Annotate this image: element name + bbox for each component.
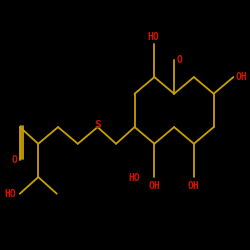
Text: HO: HO	[129, 173, 140, 183]
Text: OH: OH	[188, 181, 200, 191]
Text: HO: HO	[147, 32, 159, 42]
Text: HO: HO	[4, 189, 16, 199]
Text: S: S	[94, 120, 101, 130]
Text: OH: OH	[148, 181, 160, 191]
Text: OH: OH	[236, 72, 248, 82]
Text: O: O	[176, 56, 182, 66]
Text: O: O	[12, 156, 17, 166]
